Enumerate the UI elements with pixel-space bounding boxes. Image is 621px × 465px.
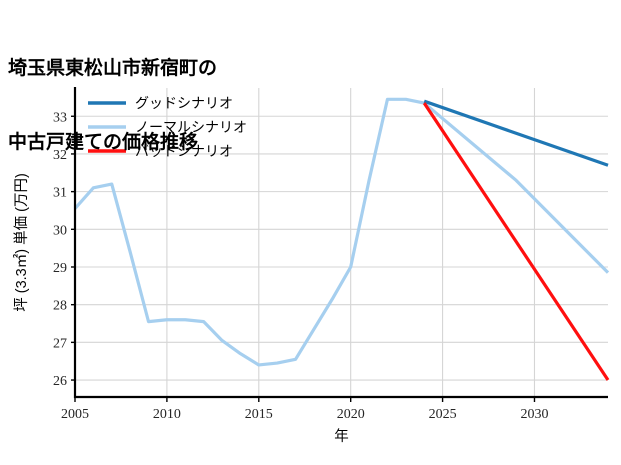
chart-title-line-1: 埼玉県東松山市新宿町の	[8, 58, 218, 80]
axis-spine-path	[73, 87, 608, 399]
y-tick-label: 30	[53, 223, 67, 238]
legend-label-0: グッドシナリオ	[135, 95, 233, 111]
axis-spines	[73, 87, 608, 399]
y-tick-label: 31	[53, 186, 67, 201]
x-axis-title: 年	[334, 428, 349, 445]
x-tick-label: 2015	[245, 407, 273, 422]
y-tick-label: 27	[53, 336, 67, 351]
series-line-2	[422, 102, 610, 381]
series-line-0	[423, 99, 609, 167]
series-lines	[73, 97, 610, 381]
y-tick-label: 28	[53, 299, 67, 314]
x-axis-tick-labels: 2005 2010 2015 2020 2025 2030	[61, 407, 548, 422]
y-tick-label: 33	[53, 110, 67, 125]
legend-label-1: ノーマルシナリオ	[135, 119, 247, 135]
y-tick-label: 26	[53, 374, 67, 389]
chart-title-line-2: 中古戸建ての価格推移	[8, 132, 199, 154]
y-tick-label: 29	[53, 261, 67, 276]
series-line-1	[73, 97, 610, 367]
x-tick-label: 2030	[520, 407, 548, 422]
y-axis-title: 坪 (3.3㎡) 単価 (万円)	[13, 173, 30, 312]
y-tick-label: 32	[53, 148, 67, 163]
x-tick-label: 2005	[61, 407, 89, 422]
chart-title: 埼玉県東松山市新宿町の 中古戸建ての価格推移	[8, 8, 528, 206]
y-axis-tick-labels: 26 27 28 29 30 31 32 33	[53, 110, 67, 389]
x-tick-label: 2025	[429, 407, 457, 422]
x-tick-label: 2010	[153, 407, 181, 422]
legend-label-2: バッドシナリオ	[135, 143, 233, 159]
x-tick-label: 2020	[337, 407, 365, 422]
